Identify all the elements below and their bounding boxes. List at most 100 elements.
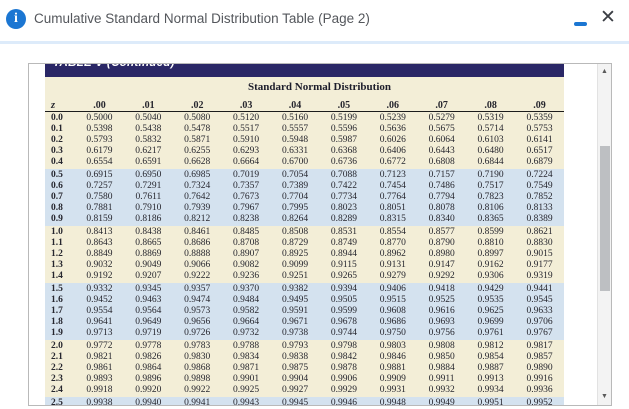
column-header: .07 (417, 95, 467, 112)
value-cell: 0.9608 (379, 306, 406, 316)
value-cell: 0.9878 (330, 363, 357, 373)
value-cell: 0.9893 (86, 374, 113, 384)
value-cell: 0.5398 (86, 124, 113, 134)
vertical-scrollbar[interactable]: ▲ ▼ (597, 64, 611, 405)
minimize-button[interactable] (570, 8, 590, 30)
value-cell: 0.9406 (379, 284, 406, 294)
value-cell: 0.9699 (477, 317, 504, 327)
value-cell: 0.6950 (135, 170, 162, 180)
value-cell: 0.9834 (233, 352, 260, 362)
value-cell: 0.7549 (526, 181, 553, 191)
value-cell: 0.5438 (135, 124, 162, 134)
value-cell: 0.7486 (428, 181, 455, 191)
value-cell: 0.8888 (184, 249, 211, 259)
value-cell: 0.9564 (135, 306, 162, 316)
value-cell: 0.9788 (233, 341, 260, 351)
value-cell: 0.9943 (233, 398, 260, 405)
value-cell: 0.5517 (233, 124, 260, 134)
value-cell: 0.9032 (86, 260, 113, 270)
value-cell: 0.9798 (330, 341, 357, 351)
value-cell: 0.9803 (379, 341, 406, 351)
close-button[interactable]: ✕ (595, 4, 621, 32)
value-cell: 0.9911 (428, 374, 455, 384)
column-header: .09 (515, 95, 564, 112)
value-cell: 0.7642 (184, 192, 211, 202)
value-cell: 0.6026 (379, 135, 406, 145)
value-cell: 0.7995 (281, 203, 309, 213)
value-cell: 0.9941 (184, 398, 211, 405)
value-cell: 0.7054 (281, 170, 309, 180)
scroll-down-icon[interactable]: ▼ (601, 393, 608, 400)
column-header: .04 (270, 95, 320, 112)
value-cell: 0.9573 (184, 306, 211, 316)
value-cell: 0.6628 (184, 157, 211, 167)
table-row: 1.7 0.9554 0.9564 0.9573 0.9582 0.9591 0.9599 0… (45, 306, 564, 317)
value-cell: 0.8962 (379, 249, 406, 259)
column-header: .08 (466, 95, 516, 112)
value-cell: 0.5120 (233, 113, 260, 123)
z-label-cell: 0.7 (51, 192, 63, 202)
value-cell: 0.8531 (330, 227, 357, 237)
value-cell: 0.9949 (428, 398, 455, 405)
value-cell: 0.6141 (526, 135, 553, 145)
value-cell: 0.9664 (233, 317, 260, 327)
value-cell: 0.9793 (281, 341, 309, 351)
value-cell: 0.7454 (379, 181, 406, 191)
value-cell: 0.5040 (135, 113, 162, 123)
value-cell: 0.9131 (379, 260, 406, 270)
value-cell: 0.7939 (184, 203, 211, 213)
value-cell: 0.6915 (86, 170, 113, 180)
value-cell: 0.6772 (379, 157, 406, 167)
table-band-cream: 2.0 0.9772 0.9778 0.9783 0.9788 0.9793 0.9798 0… (45, 340, 564, 397)
scroll-up-icon[interactable]: ▲ (601, 68, 608, 75)
z-label-cell: 2.4 (51, 385, 63, 395)
scrollbar-thumb[interactable] (599, 146, 610, 291)
value-cell: 0.9279 (379, 271, 406, 281)
table-row: 1.5 0.9332 0.9345 0.9357 0.9370 0.9382 0.9394 0… (45, 283, 564, 295)
value-cell: 0.9719 (135, 328, 162, 338)
value-cell: 0.8485 (233, 227, 260, 237)
value-cell: 0.6103 (477, 135, 504, 145)
table-row: 2.5 0.9938 0.9940 0.9941 0.9943 0.9945 0.9946 0… (45, 397, 564, 405)
value-cell: 0.9545 (526, 295, 553, 305)
value-cell: 0.9066 (184, 260, 211, 270)
value-cell: 0.8315 (379, 214, 406, 224)
value-cell: 0.9332 (86, 284, 113, 294)
value-cell: 0.9599 (330, 306, 357, 316)
z-label-cell: 1.7 (51, 306, 63, 316)
value-cell: 0.8869 (135, 249, 162, 259)
z-label-cell: 0.8 (51, 203, 63, 213)
value-cell: 0.5832 (135, 135, 162, 145)
value-cell: 0.8708 (233, 238, 260, 248)
z-label-cell: 2.0 (51, 341, 63, 351)
table-title: Standard Normal Distribution (45, 77, 564, 95)
value-cell: 0.9936 (526, 385, 553, 395)
value-cell: 0.8997 (477, 249, 504, 259)
value-cell: 0.5636 (379, 124, 406, 134)
value-cell: 0.9854 (477, 352, 504, 362)
value-cell: 0.7967 (233, 203, 260, 213)
table-row: 0.0 0.5000 0.5040 0.5080 0.5120 0.5160 0.5199 0… (45, 112, 564, 125)
value-cell: 0.9918 (86, 385, 113, 395)
table-band-blue: 0.5 0.6915 0.6950 0.6985 0.7019 0.7054 0.7088 0… (45, 169, 564, 226)
value-cell: 0.9846 (379, 352, 406, 362)
column-header: .00 (75, 95, 124, 112)
column-header: .02 (172, 95, 222, 112)
z-label-cell: 1.9 (51, 328, 63, 338)
value-cell: 0.9370 (233, 284, 260, 294)
value-cell: 0.9938 (86, 398, 113, 405)
value-cell: 0.8051 (379, 203, 406, 213)
value-cell: 0.9641 (86, 317, 113, 327)
z-column-header: z (45, 95, 75, 112)
dialog-title: Cumulative Standard Normal Distribution … (34, 11, 370, 26)
value-cell: 0.9881 (379, 363, 406, 373)
titlebar-divider (0, 41, 629, 44)
value-cell: 0.8413 (86, 227, 113, 237)
z-label-cell: 2.1 (51, 352, 63, 362)
table-row: 1.6 0.9452 0.9463 0.9474 0.9484 0.9495 0.9505 0… (45, 295, 564, 306)
value-cell: 0.9952 (526, 398, 553, 405)
table-band-blue: 1.5 0.9332 0.9345 0.9357 0.9370 0.9382 0.9394 0… (45, 283, 564, 340)
value-cell: 0.8770 (379, 238, 406, 248)
value-cell: 0.9582 (233, 306, 260, 316)
